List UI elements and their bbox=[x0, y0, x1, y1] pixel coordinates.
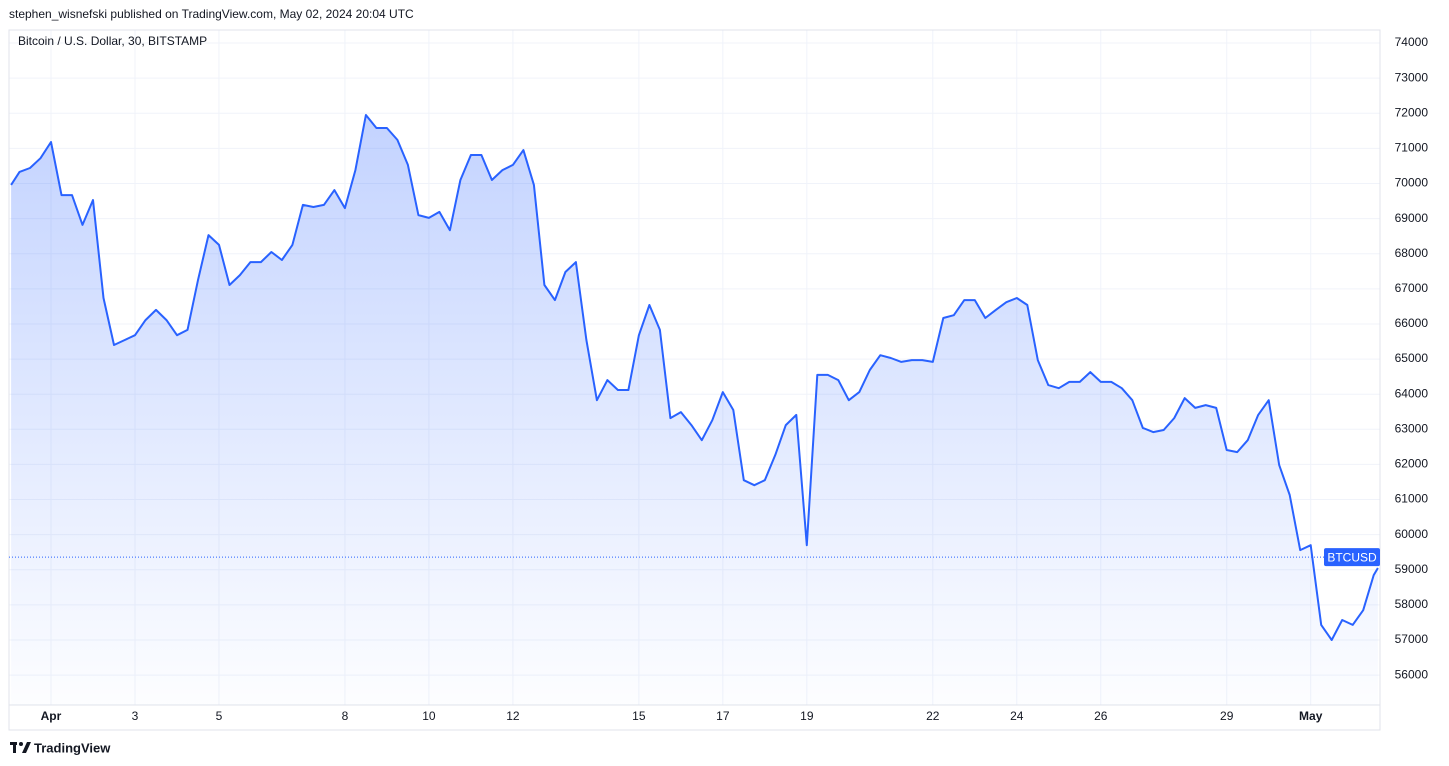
y-tick-label: 69000 bbox=[1395, 211, 1429, 225]
x-tick-label: 12 bbox=[506, 709, 520, 723]
x-tick-label: 26 bbox=[1094, 709, 1108, 723]
x-tick-label: Apr bbox=[41, 709, 62, 723]
price-line bbox=[10, 114, 1379, 641]
x-tick-label: 3 bbox=[132, 709, 139, 723]
x-tick-label: 5 bbox=[216, 709, 223, 723]
y-tick-label: 71000 bbox=[1395, 141, 1429, 155]
x-tick-label: 19 bbox=[800, 709, 814, 723]
y-tick-label: 60000 bbox=[1395, 527, 1429, 541]
y-tick-label: 57000 bbox=[1395, 632, 1429, 646]
x-tick-label: May bbox=[1299, 709, 1323, 723]
area-fill bbox=[11, 115, 1378, 705]
y-tick-label: 61000 bbox=[1395, 492, 1429, 506]
x-tick-label: 8 bbox=[342, 709, 349, 723]
y-tick-label: 73000 bbox=[1395, 70, 1429, 84]
published-note: stephen_wisnefski published on TradingVi… bbox=[9, 7, 414, 21]
y-tick-label: 70000 bbox=[1395, 176, 1429, 190]
brand-logo bbox=[10, 742, 31, 753]
x-tick-label: 29 bbox=[1220, 709, 1234, 723]
y-tick-label: 63000 bbox=[1395, 421, 1429, 435]
y-tick-label: 67000 bbox=[1395, 281, 1429, 295]
y-tick-label: 72000 bbox=[1395, 105, 1429, 119]
y-tick-label: 66000 bbox=[1395, 316, 1429, 330]
x-tick-label: 17 bbox=[716, 709, 730, 723]
y-tick-label: 62000 bbox=[1395, 457, 1429, 471]
chart-title: Bitcoin / U.S. Dollar, 30, BITSTAMP bbox=[18, 34, 207, 48]
x-tick-label: 10 bbox=[422, 709, 436, 723]
brand-name: TradingView bbox=[34, 740, 111, 755]
x-tick-label: 22 bbox=[926, 709, 940, 723]
series-tag bbox=[1324, 548, 1380, 567]
y-tick-label: 65000 bbox=[1395, 351, 1429, 365]
y-tick-label: 56000 bbox=[1395, 667, 1429, 681]
y-tick-label: 68000 bbox=[1395, 246, 1429, 260]
y-tick-label: 58000 bbox=[1395, 597, 1429, 611]
legend-label: BTCUSD bbox=[1327, 550, 1377, 564]
x-tick-label: 15 bbox=[632, 709, 646, 723]
y-tick-label: 64000 bbox=[1395, 386, 1429, 400]
y-tick-label: 59000 bbox=[1395, 562, 1429, 576]
y-tick-label: 74000 bbox=[1395, 35, 1429, 49]
x-tick-label: 24 bbox=[1010, 709, 1024, 723]
